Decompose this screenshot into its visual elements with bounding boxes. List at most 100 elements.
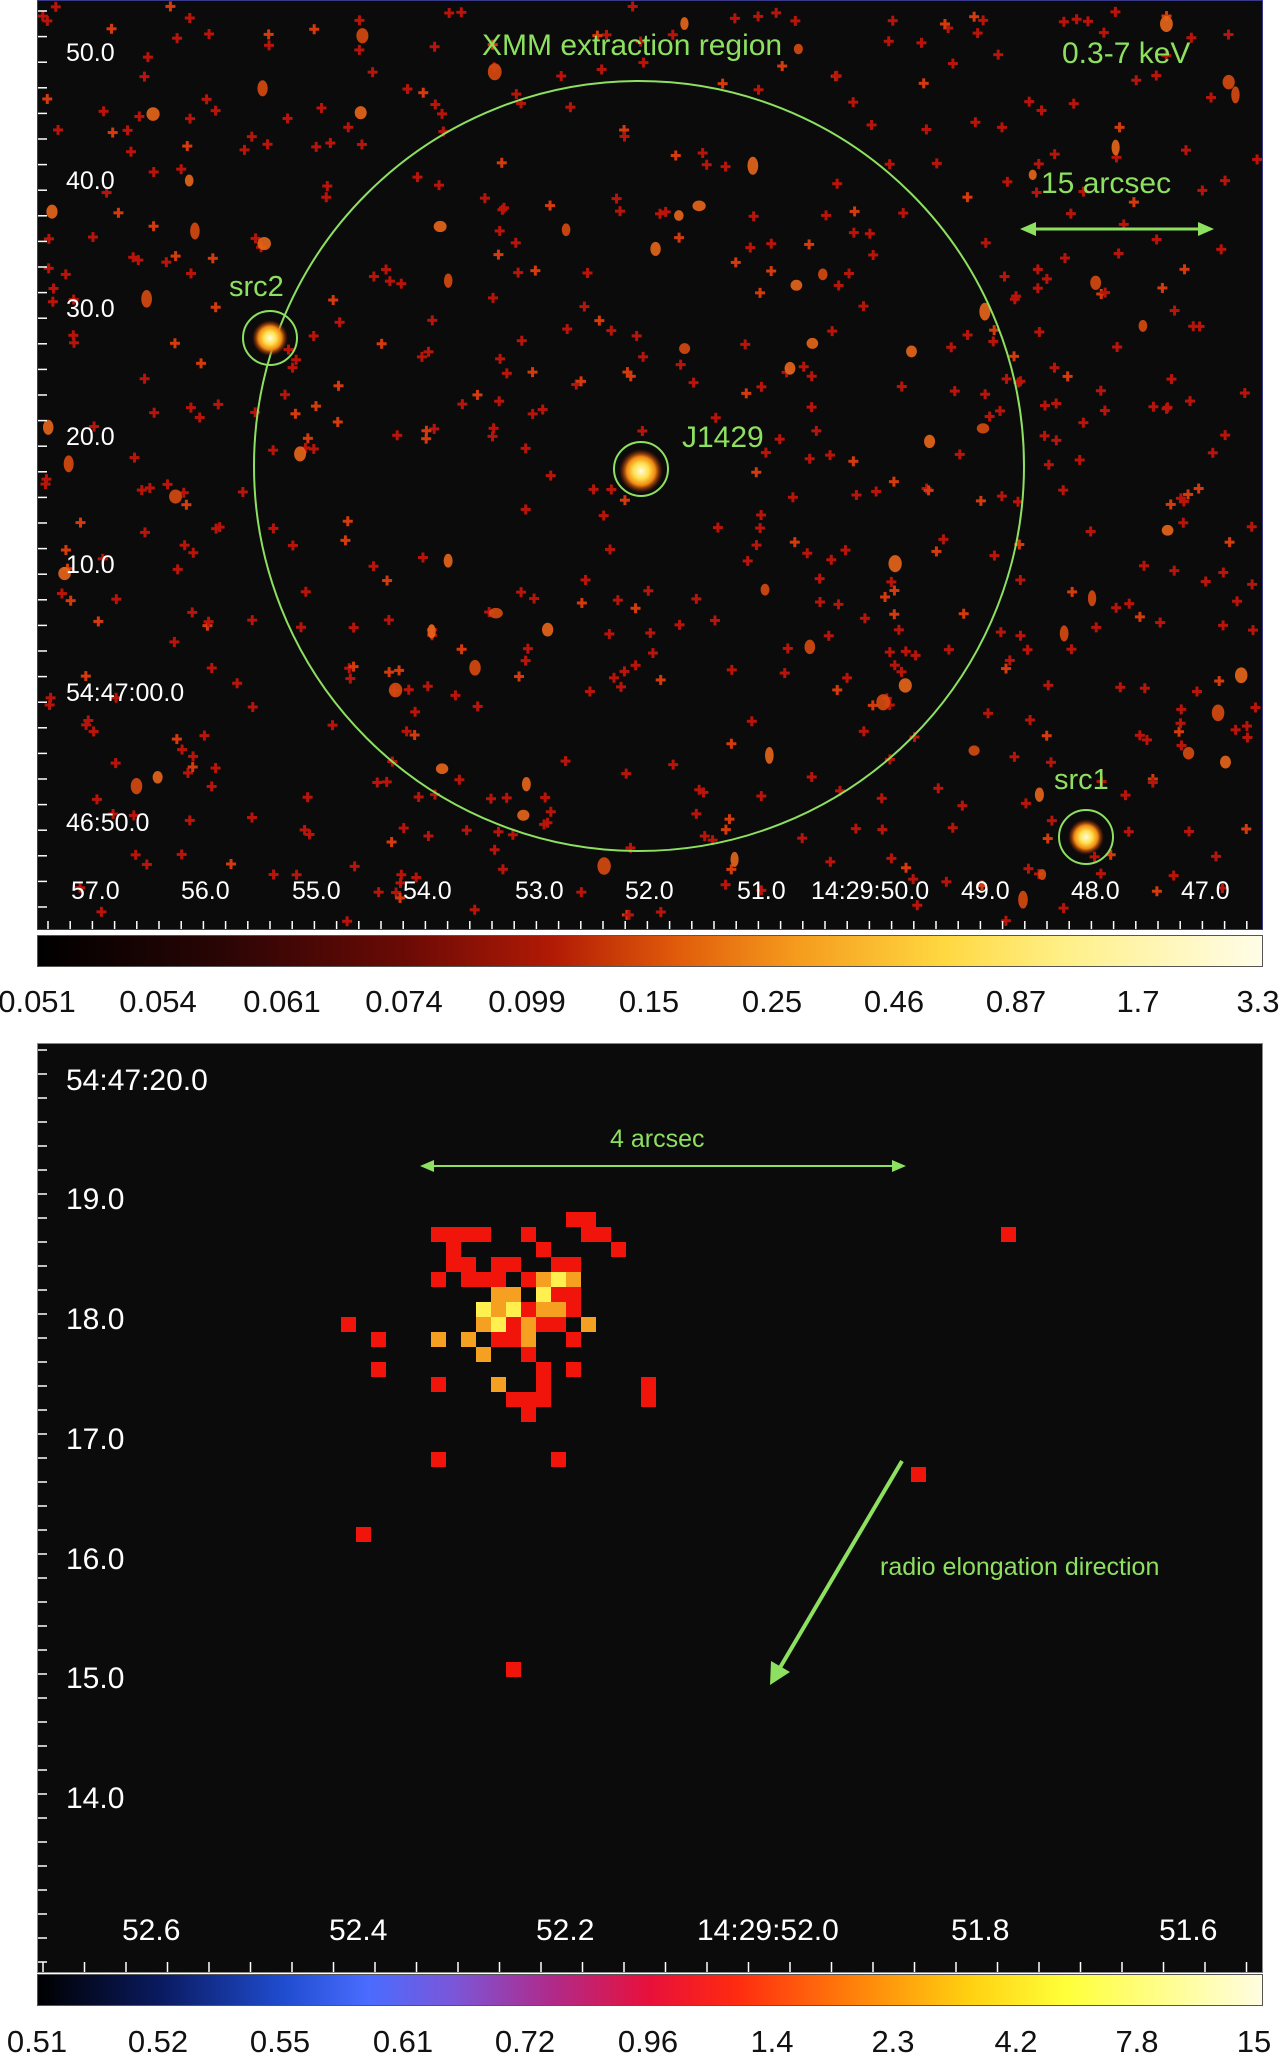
photon-pixel — [581, 1317, 596, 1332]
noise-photon — [514, 674, 525, 678]
noise-photon — [93, 619, 104, 623]
noise-photon — [510, 241, 521, 245]
noise-photon — [1147, 781, 1158, 785]
noise-photon — [576, 601, 587, 605]
noise-photon — [38, 14, 48, 18]
noise-photon — [995, 409, 1006, 413]
noise-photon — [213, 402, 224, 406]
noise-photon — [165, 4, 176, 8]
noise-photon — [89, 425, 100, 429]
noise-photon — [1124, 602, 1135, 606]
noise-photon — [68, 333, 79, 337]
noise-photon — [199, 734, 210, 738]
faint-source — [1087, 590, 1097, 607]
noise-photon — [1078, 421, 1089, 425]
cbar-top-tick-6: 0.25 — [741, 984, 803, 1019]
photon-pixel — [506, 1317, 521, 1332]
noise-photon — [501, 371, 512, 375]
noise-photon — [1014, 543, 1025, 547]
noise-photon — [871, 489, 882, 493]
noise-photon — [660, 210, 671, 214]
noise-photon — [1134, 733, 1145, 737]
noise-photon — [171, 737, 182, 741]
noise-photon — [332, 420, 343, 424]
noise-photon — [1000, 919, 1011, 923]
noise-photon — [354, 48, 365, 52]
noise-photon — [909, 735, 920, 739]
y-label-5: 15.0 — [66, 1662, 125, 1695]
noise-photon — [392, 433, 403, 437]
noise-photon — [560, 759, 571, 763]
j1429-label: J1429 — [682, 421, 764, 454]
noise-photon — [712, 526, 723, 530]
background-photon-noise — [38, 1, 1262, 927]
noise-photon — [851, 493, 862, 497]
cbar-bottom-tick-0: 0.51 — [6, 2024, 68, 2059]
noise-photon — [75, 521, 86, 525]
noise-photon — [184, 16, 195, 20]
noise-photon — [96, 910, 107, 914]
faint-source — [130, 777, 143, 795]
noise-photon — [1112, 345, 1123, 349]
noise-photon — [1162, 405, 1173, 409]
noise-photon — [48, 287, 59, 291]
noise-photon — [970, 120, 981, 124]
noise-photon — [47, 300, 58, 304]
noise-photon — [1120, 793, 1131, 797]
noise-photon — [619, 498, 630, 502]
noise-photon — [373, 890, 384, 894]
noise-photon — [832, 182, 843, 186]
energy-band-label: 0.3-7 keV — [1062, 37, 1191, 70]
noise-photon — [108, 812, 119, 816]
noise-photon — [777, 64, 788, 68]
noise-photon — [1169, 309, 1180, 313]
noise-photon — [396, 282, 407, 286]
noise-photon — [250, 410, 261, 414]
cbar-bottom-tick-4: 0.72 — [494, 2024, 556, 2059]
noise-photon — [333, 384, 344, 388]
photon-pixel — [581, 1212, 596, 1227]
noise-photon — [88, 729, 99, 733]
noise-photon — [889, 589, 900, 593]
noise-photon — [1041, 734, 1052, 738]
noise-photon — [185, 406, 196, 410]
radio-elongation-label: radio elongation direction — [880, 1553, 1160, 1581]
x-label-1: 56.0 — [181, 877, 230, 905]
photon-pixel — [371, 1362, 386, 1377]
noise-photon — [1045, 760, 1056, 764]
noise-photon — [1174, 730, 1185, 734]
xmm-extraction-circle — [253, 80, 1025, 852]
noise-photon — [576, 379, 587, 383]
faint-source — [1028, 169, 1037, 181]
photon-pixels — [341, 1212, 1016, 1677]
noise-photon — [804, 242, 815, 246]
noise-photon — [814, 577, 825, 581]
photon-pixel — [446, 1257, 461, 1272]
noise-photon — [797, 836, 808, 840]
noise-photon — [798, 365, 809, 369]
noise-photon — [493, 253, 504, 257]
noise-photon — [381, 780, 392, 784]
faint-source — [487, 63, 502, 81]
y-label-3: 20.0 — [66, 423, 115, 451]
noise-photon — [203, 620, 214, 624]
noise-photon — [631, 334, 642, 338]
noise-photon — [594, 319, 605, 323]
noise-photon — [1034, 330, 1045, 334]
x-label-5: 51.6 — [1159, 1914, 1218, 1947]
noise-photon — [958, 612, 969, 616]
noise-photon — [210, 766, 221, 770]
noise-photon — [946, 345, 957, 349]
noise-photon — [815, 600, 826, 604]
noise-photon — [709, 618, 720, 622]
noise-photon — [938, 537, 949, 541]
noise-photon — [50, 5, 61, 9]
noise-photon — [402, 87, 413, 91]
noise-photon — [977, 884, 988, 888]
noise-photon — [1071, 17, 1082, 21]
noise-photon — [1252, 157, 1262, 161]
noise-photon — [697, 151, 708, 155]
noise-photon — [201, 97, 212, 101]
noise-photon — [1113, 251, 1124, 255]
noise-photon — [418, 91, 429, 95]
